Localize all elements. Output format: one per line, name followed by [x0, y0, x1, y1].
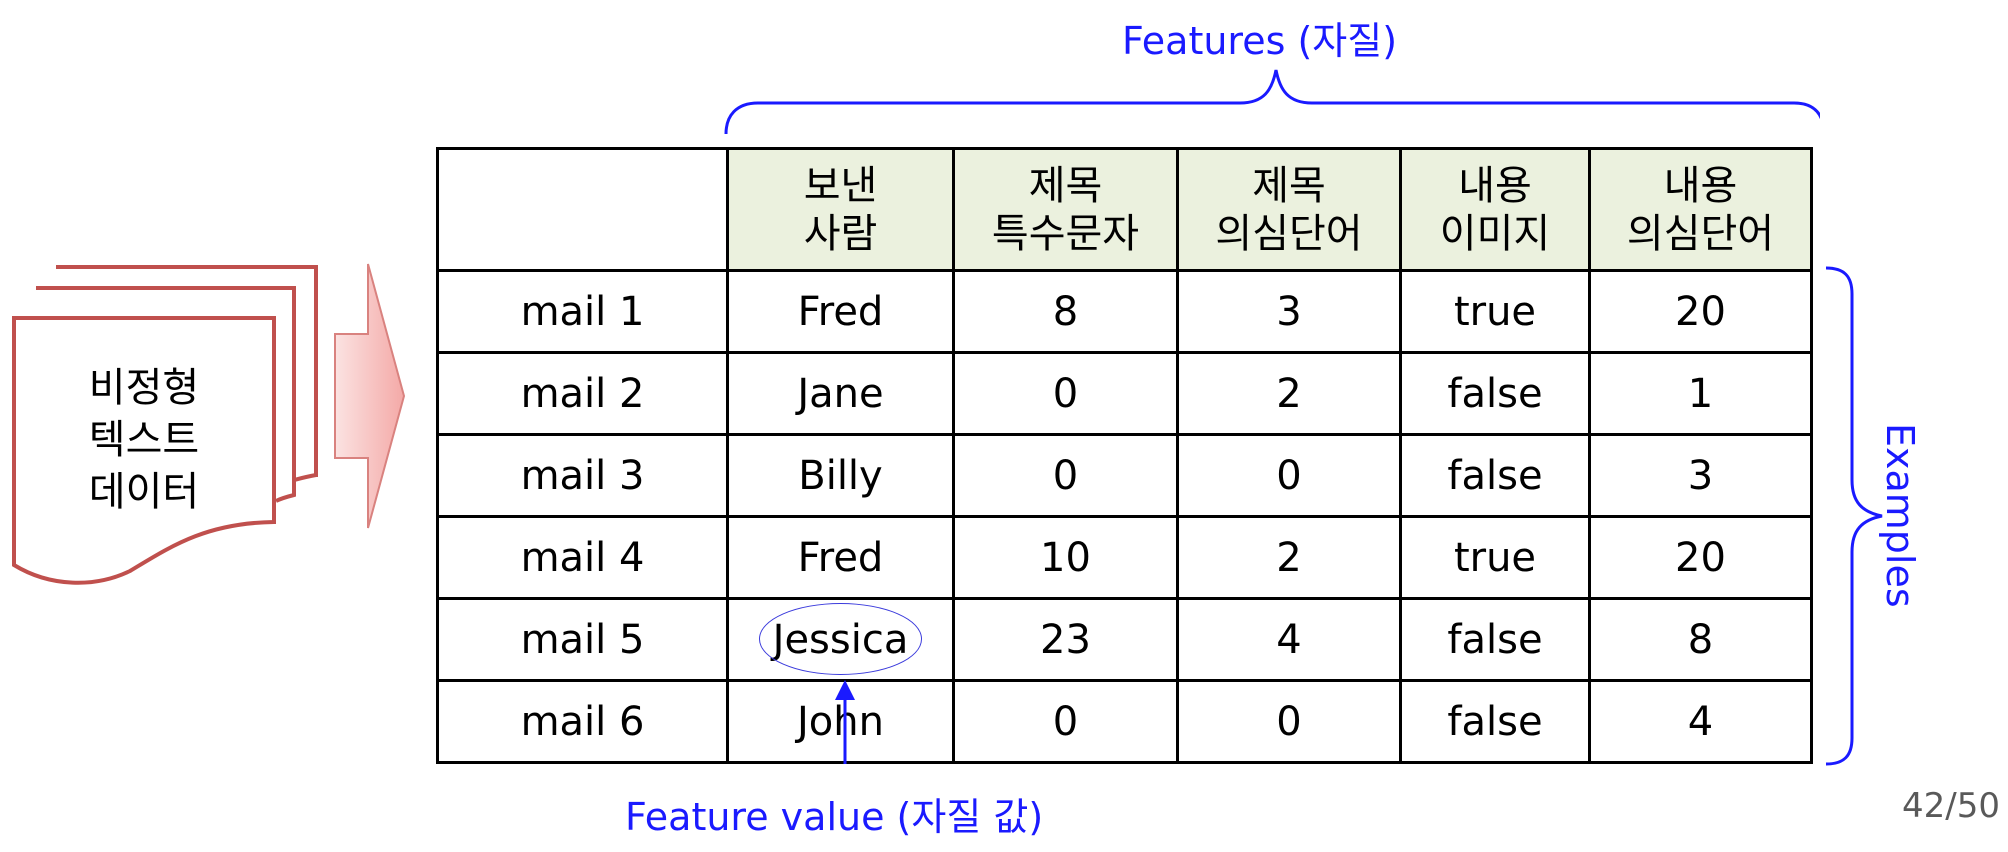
cell-subject-special-chars: 8	[952, 269, 1179, 354]
features-brace	[724, 69, 1820, 135]
cell-content-suspicious-words: 4	[1588, 679, 1813, 764]
examples-label: Examples	[1878, 423, 1922, 608]
feature-value-label: Feature value (자질 값)	[625, 795, 1044, 839]
cell-content-suspicious-words: 3	[1588, 433, 1813, 518]
table-row: mail 5 Jessica 23 4 false 8	[436, 597, 1813, 682]
row-label: mail 4	[436, 515, 729, 600]
right-arrow-icon	[334, 263, 406, 529]
header-cell-subject-special-chars: 제목 특수문자	[952, 147, 1179, 272]
cell-content-image: false	[1399, 679, 1591, 764]
document-line: 데이터	[88, 469, 200, 515]
row-label: mail 6	[436, 679, 729, 764]
cell-subject-special-chars: 0	[952, 679, 1179, 764]
features-label: Features (자질)	[1122, 19, 1398, 63]
header-cell-empty	[436, 147, 729, 272]
examples-brace	[1825, 266, 1883, 766]
cell-content-suspicious-words: 20	[1588, 269, 1813, 354]
cell-subject-suspicious-words: 0	[1176, 433, 1402, 518]
cell-content-suspicious-words: 20	[1588, 515, 1813, 600]
cell-subject-suspicious-words: 0	[1176, 679, 1402, 764]
table-row: mail 6 John 0 0 false 4	[436, 679, 1813, 764]
cell-content-image: false	[1399, 433, 1591, 518]
highlight-ellipse	[758, 602, 923, 675]
table-row: mail 2 Jane 0 2 false 1	[436, 351, 1813, 436]
header-cell-subject-suspicious-words: 제목 의심단어	[1176, 147, 1402, 272]
highlighted-feature-value: Jessica	[758, 602, 923, 675]
cell-content-image: false	[1399, 351, 1591, 436]
cell-sender: Fred	[726, 515, 955, 600]
unstructured-text-document-stack	[12, 265, 318, 585]
cell-content-image: false	[1399, 597, 1591, 682]
row-label: mail 1	[436, 269, 729, 354]
cell-subject-special-chars: 0	[952, 351, 1179, 436]
table-row: mail 4 Fred 10 2 true 20	[436, 515, 1813, 600]
header-line: 내용	[1663, 162, 1738, 209]
row-label: mail 2	[436, 351, 729, 436]
document-line: 텍스트	[88, 417, 200, 463]
document-line: 비정형	[88, 365, 200, 411]
header-line: 이미지	[1439, 210, 1551, 257]
header-cell-content-suspicious-words: 내용 의심단어	[1588, 147, 1813, 272]
header-cell-sender: 보낸 사람	[726, 147, 955, 272]
table-row: mail 3 Billy 0 0 false 3	[436, 433, 1813, 518]
header-line: 특수문자	[991, 210, 1140, 257]
cell-subject-suspicious-words: 2	[1176, 515, 1402, 600]
cell-content-suspicious-words: 8	[1588, 597, 1813, 682]
cell-content-image: true	[1399, 269, 1591, 354]
cell-subject-special-chars: 0	[952, 433, 1179, 518]
header-line: 제목	[1252, 162, 1326, 209]
cell-content-image: true	[1399, 515, 1591, 600]
header-cell-content-image: 내용 이미지	[1399, 147, 1591, 272]
header-line: 사람	[803, 210, 878, 257]
cell-sender: Fred	[726, 269, 955, 354]
header-row: 보낸 사람 제목 특수문자 제목 의심단어 내용 이미지 내용 의심단어	[436, 147, 1813, 272]
cell-sender: Billy	[726, 433, 955, 518]
cell-sender: Jane	[726, 351, 955, 436]
header-line: 내용	[1458, 162, 1532, 209]
row-label: mail 5	[436, 597, 729, 682]
header-line: 제목	[1028, 162, 1103, 209]
document-text: 비정형 텍스트 데이터	[58, 362, 230, 518]
cell-subject-suspicious-words: 3	[1176, 269, 1402, 354]
header-line: 의심단어	[1626, 210, 1775, 257]
table-row: mail 1 Fred 8 3 true 20	[436, 269, 1813, 354]
header-line: 보낸	[803, 162, 878, 209]
cell-content-suspicious-words: 1	[1588, 351, 1813, 436]
row-label: mail 3	[436, 433, 729, 518]
cell-subject-special-chars: 10	[952, 515, 1179, 600]
page-number: 42/50	[1902, 786, 2000, 826]
cell-subject-suspicious-words: 4	[1176, 597, 1402, 682]
cell-sender-highlighted: Jessica	[726, 597, 955, 682]
feature-table: 보낸 사람 제목 특수문자 제목 의심단어 내용 이미지 내용 의심단어 mai…	[436, 147, 1813, 764]
cell-subject-suspicious-words: 2	[1176, 351, 1402, 436]
pointer-arrow-icon	[835, 680, 855, 764]
cell-subject-special-chars: 23	[952, 597, 1179, 682]
header-line: 의심단어	[1215, 210, 1363, 257]
